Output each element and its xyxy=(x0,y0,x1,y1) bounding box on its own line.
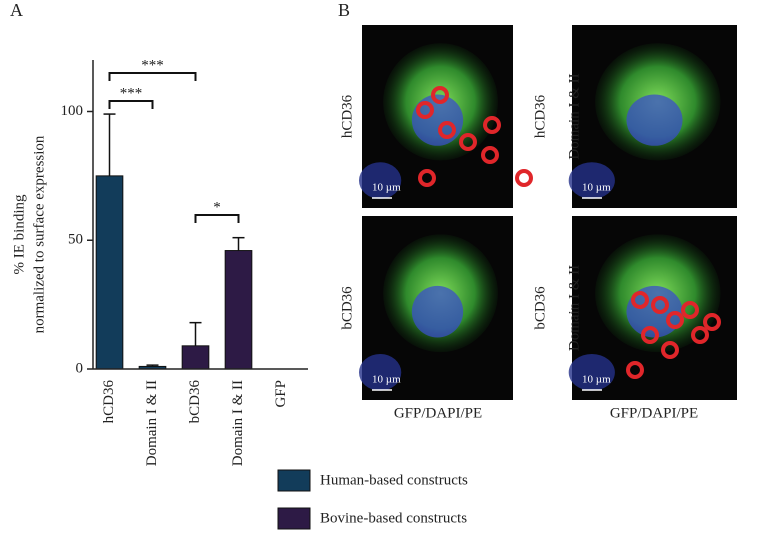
x-tick-label: Domain I & II xyxy=(144,380,160,466)
scale-label: 10 µm xyxy=(372,182,401,194)
nucleus xyxy=(568,162,615,199)
erythrocyte xyxy=(418,169,436,187)
scale-label: 10 µm xyxy=(582,182,611,194)
caption: GFP/DAPI/PE xyxy=(610,405,698,421)
x-tick-label: Domain I & II xyxy=(230,380,246,466)
nucleus xyxy=(358,354,402,391)
caption: GFP/DAPI/PE xyxy=(394,405,482,421)
nucleus xyxy=(626,94,683,146)
nucleus xyxy=(411,94,464,146)
y-axis-label: normalized to surface expression xyxy=(31,135,47,333)
significance-label: *** xyxy=(120,85,143,101)
scale-label: 10 µm xyxy=(372,374,401,386)
erythrocyte xyxy=(703,313,721,331)
erythrocyte xyxy=(416,101,434,119)
significance-label: *** xyxy=(141,57,164,73)
row-label: hCD36 xyxy=(532,94,548,138)
x-tick-label: bCD36 xyxy=(187,380,203,424)
y-tick-label: 100 xyxy=(61,103,84,119)
bar xyxy=(224,250,253,370)
erythrocyte xyxy=(641,326,659,344)
row-label: Domain I & II xyxy=(566,265,582,351)
erythrocyte xyxy=(651,296,669,314)
y-tick-label: 0 xyxy=(76,360,84,376)
significance-label: * xyxy=(213,199,221,215)
legend-label: Human-based constructs xyxy=(320,472,468,488)
row-label: hCD36 xyxy=(339,94,355,138)
erythrocyte xyxy=(483,116,501,134)
erythrocyte xyxy=(666,311,684,329)
bar xyxy=(181,345,210,370)
nucleus xyxy=(411,285,464,338)
legend-swatch xyxy=(277,507,311,530)
panel-label: A xyxy=(10,0,23,20)
nucleus xyxy=(358,162,402,199)
y-tick-label: 50 xyxy=(68,232,83,248)
erythrocyte xyxy=(431,86,449,104)
erythrocyte xyxy=(626,361,644,379)
erythrocyte xyxy=(681,301,699,319)
x-tick-label: GFP xyxy=(273,380,289,408)
erythrocyte xyxy=(438,121,456,139)
erythrocyte xyxy=(515,169,533,187)
significance-bracket xyxy=(108,72,197,81)
significance-bracket xyxy=(108,100,154,109)
row-label: Domain I & II xyxy=(566,73,582,159)
erythrocyte xyxy=(481,146,499,164)
bar xyxy=(95,175,124,370)
erythrocyte xyxy=(661,341,679,359)
erythrocyte xyxy=(631,291,649,309)
erythrocyte xyxy=(691,326,709,344)
y-axis-label: % IE binding xyxy=(11,194,27,274)
legend-swatch xyxy=(277,469,311,492)
x-tick-label: hCD36 xyxy=(101,380,117,424)
scale-label: 10 µm xyxy=(582,374,611,386)
erythrocyte xyxy=(459,133,477,151)
row-label: bCD36 xyxy=(532,286,548,330)
significance-bracket xyxy=(194,214,240,223)
nucleus xyxy=(568,354,615,391)
panel-label: B xyxy=(338,0,350,20)
micrographs: 10 µm hCD36 10 µm hCD36 Domain I & II 10 µm bC… xyxy=(339,25,737,400)
legend-label: Bovine-based constructs xyxy=(320,510,467,526)
row-label: bCD36 xyxy=(339,286,355,330)
